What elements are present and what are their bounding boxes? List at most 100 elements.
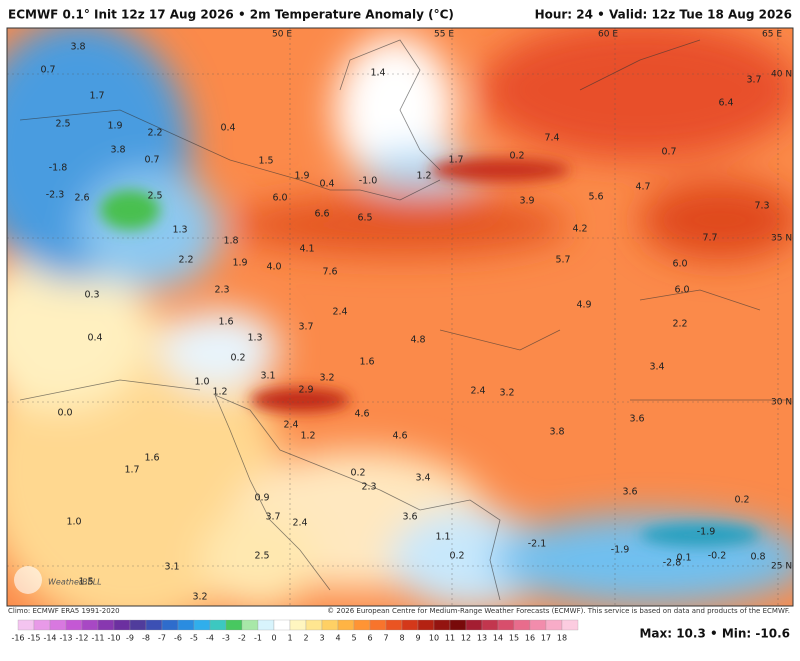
colorbar-swatch xyxy=(465,619,483,631)
colorbar-tick-label: 10 xyxy=(429,634,439,643)
anomaly-label: 0.8 xyxy=(750,552,765,563)
colorbar-tick-label: 18 xyxy=(557,634,567,643)
colorbar-tick-label: 14 xyxy=(493,634,503,643)
anomaly-label: 1.3 xyxy=(172,225,187,236)
anomaly-label: 3.2 xyxy=(499,388,514,399)
colorbar-tick-label: -2 xyxy=(238,634,246,643)
colorbar-tick-label: 3 xyxy=(319,634,324,643)
colorbar-tick-label: 7 xyxy=(383,634,388,643)
anomaly-label: 0.4 xyxy=(87,333,102,344)
anomaly-label: 4.7 xyxy=(635,182,650,193)
anomaly-label: 3.9 xyxy=(519,196,534,207)
anomaly-label: 4.6 xyxy=(354,409,369,420)
colorbar-swatch xyxy=(97,619,115,631)
colorbar-swatch xyxy=(497,619,515,631)
anomaly-label: 0.4 xyxy=(220,123,235,134)
anomaly-label: 0.0 xyxy=(57,408,72,419)
colorbar-tick-label: -7 xyxy=(158,634,166,643)
anomaly-label: 3.6 xyxy=(402,512,417,523)
anomaly-label: 3.6 xyxy=(629,414,644,425)
anomaly-label: 1.7 xyxy=(448,155,463,166)
anomaly-label: -1.9 xyxy=(697,527,716,538)
anomaly-label: 1.2 xyxy=(300,431,315,442)
graticule-label: 55 E xyxy=(434,30,454,40)
colorbar-swatch xyxy=(145,619,163,631)
colorbar-swatch xyxy=(129,619,147,631)
anomaly-label: 0.2 xyxy=(509,151,524,162)
anomaly-label: 3.8 xyxy=(70,42,85,53)
colorbar-tick-label: -13 xyxy=(59,634,72,643)
anomaly-label: 3.6 xyxy=(622,487,637,498)
anomaly-label: 3.2 xyxy=(192,592,207,603)
anomaly-label: 3.7 xyxy=(298,322,313,333)
anomaly-label: 7.7 xyxy=(702,233,717,244)
header-title: ECMWF 0.1° Init 12z 17 Aug 2026 • 2m Tem… xyxy=(8,8,454,22)
anomaly-label: 2.4 xyxy=(470,386,485,397)
colorbar-tick-label: -14 xyxy=(43,634,56,643)
anomaly-label: 4.1 xyxy=(299,244,314,255)
anomaly-label: 7.6 xyxy=(322,267,337,278)
graticule-label: 40 N xyxy=(771,70,792,80)
colorbar-swatch xyxy=(433,619,451,631)
colorbar-tick-label: 1 xyxy=(287,634,292,643)
anomaly-label: 5.6 xyxy=(588,192,603,203)
colorbar-swatch xyxy=(561,619,579,631)
colorbar-tick-label: 13 xyxy=(477,634,487,643)
anomaly-label: 1.4 xyxy=(370,68,385,79)
anomaly-label: 7.3 xyxy=(754,201,769,212)
colorbar-swatch xyxy=(193,619,211,631)
anomaly-label: 4.6 xyxy=(392,431,407,442)
anomaly-label: 2.2 xyxy=(147,128,162,139)
colorbar-swatch xyxy=(369,619,387,631)
anomaly-label: 0.7 xyxy=(144,155,159,166)
anomaly-label: 1.5 xyxy=(258,156,273,167)
anomaly-label: -1.9 xyxy=(611,545,630,556)
anomaly-label: 1.6 xyxy=(144,453,159,464)
anomaly-label: 5.7 xyxy=(555,255,570,266)
map-frame xyxy=(6,27,794,607)
anomaly-label: 1.6 xyxy=(359,357,374,368)
colorbar-swatch xyxy=(257,619,275,631)
anomaly-label: 3.7 xyxy=(746,75,761,86)
colorbar-tick-label: 9 xyxy=(415,634,420,643)
anomaly-label: 2.5 xyxy=(55,119,70,130)
anomaly-label: 0.2 xyxy=(230,353,245,364)
anomaly-label: 2.2 xyxy=(178,255,193,266)
colorbar-tick-label: -5 xyxy=(190,634,198,643)
header-valid: Hour: 24 • Valid: 12z Tue 18 Aug 2026 xyxy=(535,8,792,22)
anomaly-label: 0.3 xyxy=(84,290,99,301)
anomaly-label: 1.8 xyxy=(223,236,238,247)
anomaly-label: 1.6 xyxy=(218,317,233,328)
anomaly-label: 2.4 xyxy=(292,518,307,529)
colorbar-tick-label: -11 xyxy=(91,634,104,643)
anomaly-label: 3.7 xyxy=(265,512,280,523)
anomaly-label: 6.0 xyxy=(674,285,689,296)
colorbar-swatch xyxy=(241,619,259,631)
colorbar-tick-label: -9 xyxy=(126,634,134,643)
anomaly-label: 4.8 xyxy=(410,335,425,346)
anomaly-label: 2.5 xyxy=(147,191,162,202)
anomaly-label: 1.5 xyxy=(78,577,93,588)
logo-text: WeatherBELL xyxy=(48,578,102,587)
graticule-label: 50 E xyxy=(272,30,292,40)
colorbar-tick-label: 12 xyxy=(461,634,471,643)
anomaly-label: 0.7 xyxy=(40,65,55,76)
colorbar-tick-label: 8 xyxy=(399,634,404,643)
anomaly-label: 3.1 xyxy=(260,371,275,382)
anomaly-label: 1.1 xyxy=(435,532,450,543)
colorbar-swatch xyxy=(401,619,419,631)
anomaly-label: 1.7 xyxy=(89,91,104,102)
colorbar-tick-label: 6 xyxy=(367,634,372,643)
colorbar-swatch xyxy=(33,619,51,631)
max-min: Max: 10.3 • Min: -10.6 xyxy=(639,627,790,641)
colorbar-tick-label: 0 xyxy=(271,634,276,643)
anomaly-label: 0.2 xyxy=(734,495,749,506)
anomaly-label: 1.9 xyxy=(294,171,309,182)
anomaly-label: 0.4 xyxy=(319,179,334,190)
graticule-label: 35 N xyxy=(771,234,792,244)
colorbar-swatch xyxy=(449,619,467,631)
colorbar-tick-label: 11 xyxy=(445,634,455,643)
colorbar-swatch xyxy=(177,619,195,631)
colorbar-tick-label: -6 xyxy=(174,634,182,643)
